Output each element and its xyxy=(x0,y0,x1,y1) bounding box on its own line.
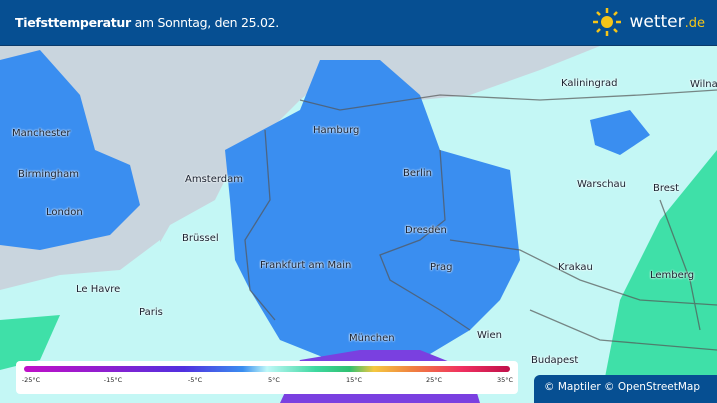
temperature-legend: -25°C -15°C -5°C 5°C 15°C 25°C 35°C xyxy=(16,361,518,394)
city-label: Birmingham xyxy=(18,169,79,180)
city-label: Frankfurt am Main xyxy=(260,260,352,271)
sun-icon xyxy=(593,8,622,36)
mild-area-southwest xyxy=(0,315,60,370)
cold-area-central xyxy=(225,60,520,360)
legend-color-bar xyxy=(24,366,510,372)
map-attribution[interactable]: © Maptiler © OpenStreetMap xyxy=(534,375,717,403)
page-title: Tiefsttemperatur am Sonntag, den 25.02. xyxy=(15,15,279,30)
city-label: Budapest xyxy=(531,355,579,366)
city-label: Wien xyxy=(477,330,502,341)
legend-tick: 15°C xyxy=(345,376,363,384)
city-label: Warschau xyxy=(577,179,626,190)
legend-tick: 35°C xyxy=(496,376,514,384)
borders xyxy=(244,89,717,351)
city-label: Prag xyxy=(430,262,453,273)
city-label: Manchester xyxy=(12,128,71,139)
city-label: London xyxy=(46,207,83,218)
city-label: Berlin xyxy=(403,168,433,179)
city-label: Le Havre xyxy=(76,284,121,295)
legend-tick: -15°C xyxy=(103,376,123,384)
legend-tick: -25°C xyxy=(21,376,41,384)
city-label: Krakau xyxy=(558,262,593,273)
header-bar: Tiefsttemperatur am Sonntag, den 25.02. … xyxy=(0,0,717,46)
city-label: Paris xyxy=(139,307,163,318)
city-label: Hamburg xyxy=(313,125,360,136)
mild-area-east xyxy=(600,150,717,403)
city-label: Dresden xyxy=(405,225,447,236)
city-label: Kaliningrad xyxy=(561,78,618,89)
wetter-logo[interactable]: wetter.de xyxy=(593,8,705,36)
temperature-map[interactable] xyxy=(0,46,717,403)
britain-land xyxy=(0,50,140,250)
cold-patch-baltic xyxy=(590,110,650,155)
city-label: Lemberg xyxy=(650,270,695,281)
city-label: Wilna xyxy=(690,79,717,90)
city-label: Brest xyxy=(653,183,680,194)
legend-tick: 25°C xyxy=(425,376,443,384)
city-label: Brüssel xyxy=(182,233,219,244)
legend-tick: 5°C xyxy=(268,376,280,384)
legend-tick: -5°C xyxy=(187,376,203,384)
logo-text: wetter.de xyxy=(629,12,705,32)
city-label: Amsterdam xyxy=(185,174,244,185)
city-label: München xyxy=(349,333,395,344)
